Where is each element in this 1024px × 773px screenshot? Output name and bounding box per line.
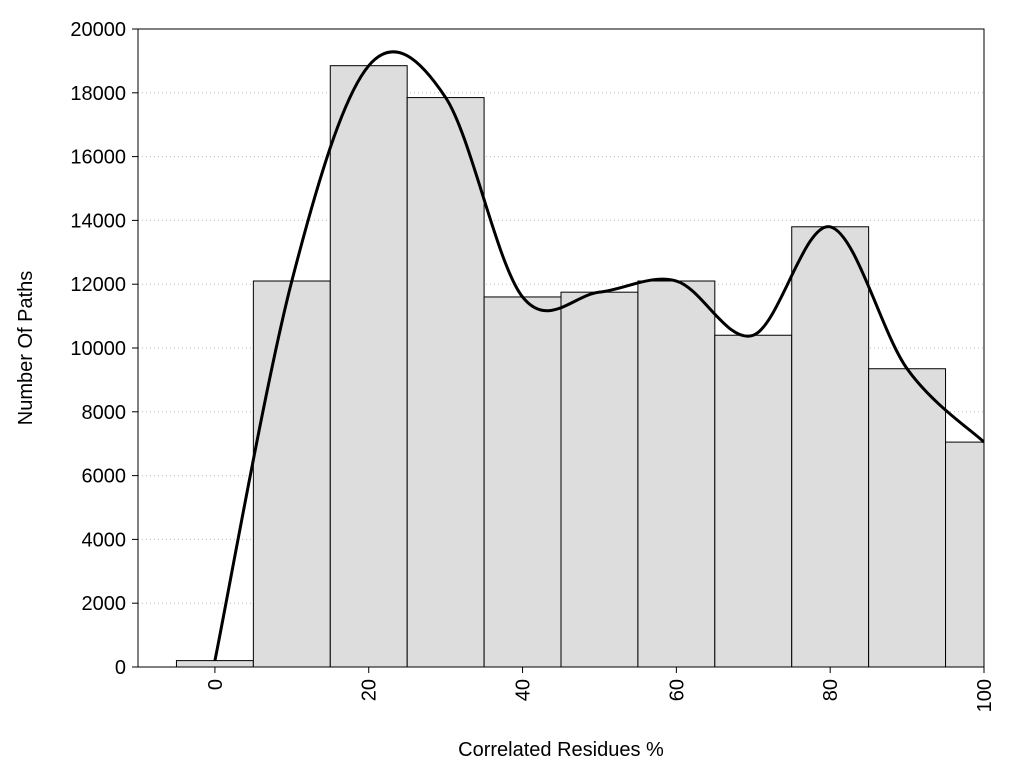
y-tick-label: 20000 — [70, 19, 126, 41]
y-tick-label: 18000 — [70, 83, 126, 105]
x-tick-label: 60 — [666, 679, 688, 701]
y-tick-label: 0 — [115, 657, 126, 679]
y-tick-label: 16000 — [70, 147, 126, 169]
bar — [560, 291, 639, 667]
bar — [868, 368, 947, 667]
bar — [252, 280, 331, 667]
bars — [175, 65, 984, 667]
x-tick-label: 40 — [513, 679, 535, 701]
bar — [791, 226, 870, 667]
curve-layer — [213, 50, 984, 661]
y-tick-label: 10000 — [70, 338, 126, 360]
bar — [175, 660, 254, 667]
ticks: 0 2000 4000 6000 8000 10000 12000 14000 16000 180… — [70, 19, 996, 712]
x-tick-label: 80 — [820, 679, 842, 701]
y-tick-label: 2000 — [82, 593, 127, 615]
y-tick-label: 4000 — [82, 529, 127, 551]
bar — [406, 97, 485, 667]
bar — [714, 334, 793, 667]
x-tick-label: 100 — [974, 679, 996, 712]
y-axis-label: Number Of Paths — [15, 271, 37, 426]
smooth-line — [213, 50, 984, 661]
bar — [329, 65, 408, 667]
x-axis-label: Correlated Residues % — [458, 739, 664, 761]
y-tick-label: 14000 — [70, 210, 126, 232]
bar — [637, 280, 716, 667]
x-tick-label: 0 — [205, 679, 227, 690]
bar — [483, 296, 562, 667]
y-tick-label: 6000 — [82, 466, 127, 488]
y-tick-label: 12000 — [70, 274, 126, 296]
bar — [945, 441, 984, 667]
x-tick-label: 20 — [359, 679, 381, 701]
y-tick-label: 8000 — [82, 402, 127, 424]
